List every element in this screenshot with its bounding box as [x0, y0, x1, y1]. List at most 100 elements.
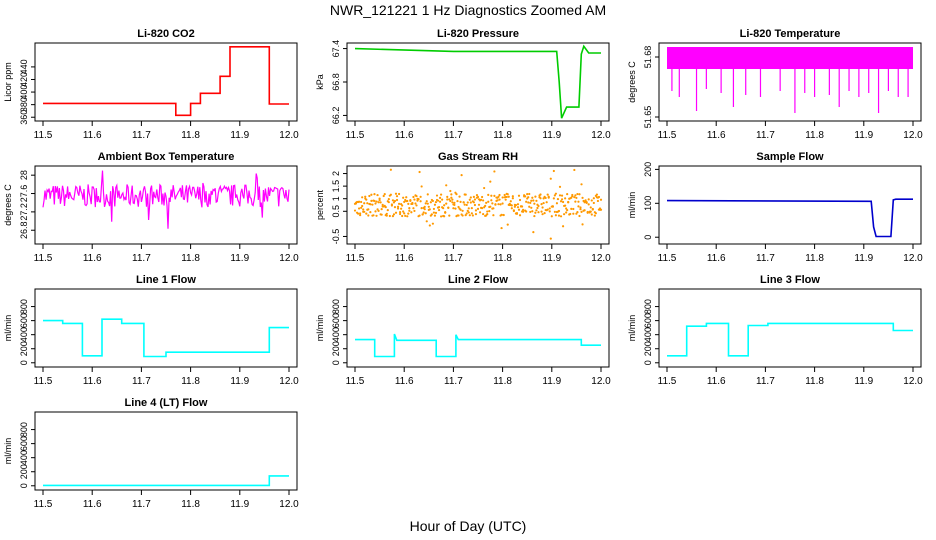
series-point — [433, 203, 437, 206]
series-point — [552, 169, 555, 173]
panel-title: Line 2 Flow — [448, 274, 508, 286]
x-tick-label: 11.7 — [132, 253, 151, 264]
series-point — [547, 195, 550, 198]
series-point — [599, 208, 603, 211]
series-point — [576, 192, 579, 196]
series-point — [445, 184, 448, 187]
x-tick-label: 11.6 — [83, 130, 102, 141]
series-point — [564, 204, 567, 207]
series-point — [526, 193, 529, 196]
y-tick-label: 100 — [643, 196, 653, 211]
x-tick-label: 11.5 — [346, 253, 365, 264]
series-point — [418, 214, 421, 217]
series-point — [393, 199, 397, 203]
series-point — [506, 193, 509, 196]
x-tick-label: 11.7 — [444, 253, 463, 264]
series-point — [558, 185, 562, 188]
series-point — [493, 170, 496, 173]
series-point — [486, 212, 489, 216]
x-tick-label: 11.5 — [34, 253, 53, 264]
series-point — [461, 209, 464, 212]
y-tick-label: 420 — [19, 72, 29, 87]
series-point — [529, 201, 532, 205]
series-point — [454, 207, 457, 210]
panel-title: Li-820 CO2 — [137, 28, 194, 40]
series-point — [426, 202, 429, 205]
panel-8: Line 3 Flow ml/min 11.5 11.6 11.7 11.8 11.9 12.… — [627, 274, 923, 387]
y-tick-label: 200 — [19, 341, 29, 356]
x-tick-label: 11.6 — [707, 253, 726, 264]
series-point — [522, 208, 525, 211]
series-point — [529, 210, 532, 214]
series-point — [527, 201, 530, 204]
series-point — [541, 206, 544, 209]
series-point — [574, 194, 577, 197]
series-point — [412, 207, 415, 210]
series-point — [394, 211, 398, 214]
series-point — [540, 203, 543, 206]
x-tick-label: 11.5 — [34, 130, 53, 141]
series-point — [401, 214, 404, 218]
x-tick-label: 11.9 — [854, 253, 873, 264]
y-tick-label: 0 — [643, 360, 653, 365]
series-point — [433, 214, 437, 217]
series-point — [405, 196, 408, 199]
y-axis-label: degrees C — [3, 184, 13, 226]
series-point — [459, 200, 462, 203]
series-point — [512, 209, 515, 212]
series-point — [527, 196, 530, 199]
series-point — [518, 214, 522, 217]
series-point — [364, 195, 367, 198]
x-tick-label: 11.5 — [34, 499, 53, 510]
series-line — [43, 318, 289, 358]
series-line — [42, 170, 290, 229]
series-point — [389, 168, 392, 171]
series-point — [374, 210, 377, 213]
series-point — [525, 210, 528, 213]
series-point — [536, 206, 539, 210]
y-tick-label: 400 — [331, 327, 341, 342]
series-point — [390, 203, 393, 206]
series-point — [484, 204, 487, 208]
panel-title: Li-820 Temperature — [740, 28, 841, 40]
series-point — [553, 210, 556, 213]
series-point — [442, 207, 445, 210]
series-point — [572, 212, 575, 215]
series-point — [554, 192, 558, 195]
x-tick-label: 12.0 — [279, 499, 299, 510]
series-point — [395, 198, 399, 202]
series-point — [365, 212, 368, 215]
series-point — [546, 208, 549, 211]
series-point — [432, 207, 436, 211]
series-point — [578, 214, 581, 218]
series-point — [417, 198, 420, 201]
series-point — [415, 204, 418, 207]
series-point — [404, 214, 407, 217]
y-tick-label: 400 — [19, 327, 29, 342]
x-tick-label: 11.5 — [658, 376, 677, 387]
series-point — [410, 211, 413, 214]
x-tick-label: 11.9 — [542, 253, 561, 264]
series-point — [587, 203, 590, 206]
series-point — [499, 203, 502, 206]
series-point — [450, 193, 453, 196]
x-tick-label: 11.9 — [854, 130, 873, 141]
series-point — [510, 207, 513, 210]
series-point — [559, 200, 563, 203]
series-point — [561, 225, 565, 228]
series-point — [539, 197, 542, 200]
series-point — [361, 204, 364, 208]
series-point — [590, 213, 593, 216]
series-point — [507, 195, 510, 198]
series-point — [437, 208, 441, 212]
series-point — [437, 206, 441, 209]
series-point — [450, 196, 453, 199]
series-point — [406, 215, 409, 218]
series-point — [557, 214, 561, 217]
series-point — [420, 185, 423, 188]
series-point — [493, 194, 496, 197]
panel-3: Ambient Box Temperature degrees C 11.5 11.6… — [3, 151, 299, 264]
series-point — [423, 205, 426, 208]
y-tick-label: 400 — [19, 85, 29, 100]
